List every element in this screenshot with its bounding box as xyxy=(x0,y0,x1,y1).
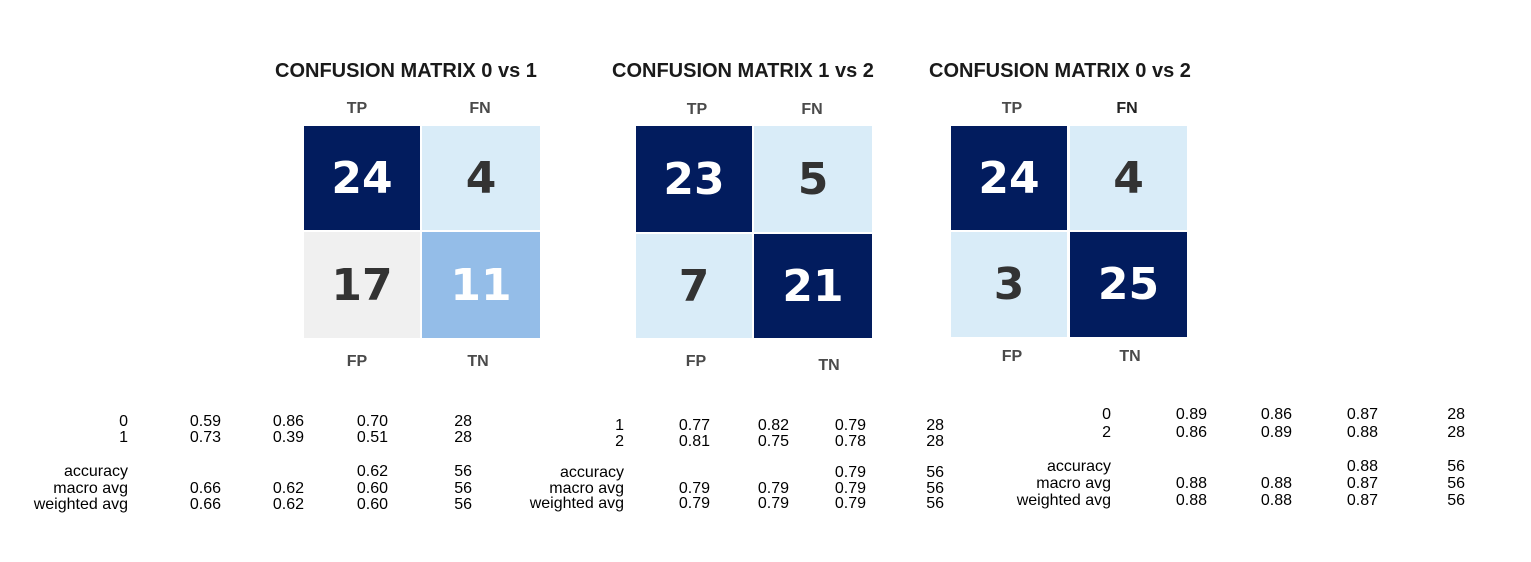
matrix-1-cell-tp: 24 xyxy=(304,126,420,230)
matrix-2-cell-tn: 21 xyxy=(754,234,872,338)
report-1-summary-1-recall: 0.62 xyxy=(272,480,304,497)
report-1-summary-1-f1: 0.60 xyxy=(356,480,388,497)
report-3-rows-0-support: 28 xyxy=(1447,406,1465,423)
report-1-rows-1-recall: 0.39 xyxy=(272,429,304,446)
report-3-rows-0-label: 0 xyxy=(1102,406,1111,423)
report-2-rows-0-f1: 0.79 xyxy=(834,417,866,434)
report-3-rows-1-precision: 0.86 xyxy=(1175,424,1207,441)
report-3-rows-1-f1: 0.88 xyxy=(1346,424,1378,441)
matrix-2-fn-label: FN xyxy=(801,101,823,118)
report-1-rows-1-support: 28 xyxy=(454,429,472,446)
report-3-rows-0-f1: 0.87 xyxy=(1346,406,1378,423)
report-3-summary-2-support: 56 xyxy=(1447,492,1465,509)
matrix-1-tn-label: TN xyxy=(467,353,489,370)
report-1-rows-0-label: 0 xyxy=(119,413,128,430)
report-1-summary-2-precision: 0.66 xyxy=(189,496,221,513)
matrix-3-tp-label: TP xyxy=(1001,100,1023,117)
report-1-summary-0-f1: 0.62 xyxy=(356,463,388,480)
report-2-summary-0-label: accuracy xyxy=(559,464,624,481)
report-2-summary-1-label: macro avg xyxy=(549,480,624,497)
matrix-1-fp-label: FP xyxy=(346,353,368,370)
report-2-summary-0-f1: 0.79 xyxy=(834,464,866,481)
matrix-3-title: CONFUSION MATRIX 0 vs 2 xyxy=(929,60,1191,82)
report-3-summary-1-recall: 0.88 xyxy=(1260,475,1292,492)
matrix-1-title: CONFUSION MATRIX 0 vs 1 xyxy=(275,60,537,82)
report-3-summary-1-support: 56 xyxy=(1447,475,1465,492)
report-1-rows-0-recall: 0.86 xyxy=(272,413,304,430)
matrix-3-cell-tn: 25 xyxy=(1070,232,1187,337)
report-2-rows-0-label: 1 xyxy=(615,417,624,434)
matrix-2-fp-label: FP xyxy=(685,353,707,370)
report-3-summary-1-f1: 0.87 xyxy=(1346,475,1378,492)
report-3-rows-1-label: 2 xyxy=(1102,424,1111,441)
report-3-summary-2-recall: 0.88 xyxy=(1260,492,1292,509)
report-1-summary-2-label: weighted avg xyxy=(33,496,128,513)
report-2-rows-1-label: 2 xyxy=(615,433,624,450)
report-2-rows-1-recall: 0.75 xyxy=(757,433,789,450)
report-2-rows-1-support: 28 xyxy=(926,433,944,450)
report-2-rows-1-precision: 0.81 xyxy=(678,433,710,450)
report-2-rows-0-recall: 0.82 xyxy=(757,417,789,434)
report-3-summary-2-f1: 0.87 xyxy=(1346,492,1378,509)
report-1-rows-0-support: 28 xyxy=(454,413,472,430)
report-1-summary-0-label: accuracy xyxy=(63,463,128,480)
matrix-3-tn-label: TN xyxy=(1119,348,1141,365)
report-2-summary-2-f1: 0.79 xyxy=(834,495,866,512)
matrix-2-cell-tp: 23 xyxy=(636,126,752,232)
matrix-1-cell-fn: 4 xyxy=(422,126,540,230)
report-1-rows-1-f1: 0.51 xyxy=(356,429,388,446)
matrix-3-cell-fn: 4 xyxy=(1070,126,1187,230)
report-1-rows-0-precision: 0.59 xyxy=(189,413,221,430)
matrix-2-cell-fn: 5 xyxy=(754,126,872,232)
report-2-summary-2-recall: 0.79 xyxy=(757,495,789,512)
report-3-summary-1-precision: 0.88 xyxy=(1175,475,1207,492)
report-3-summary-2-label: weighted avg xyxy=(1016,492,1111,509)
report-3-summary-0-support: 56 xyxy=(1447,458,1465,475)
report-3-rows-0-recall: 0.86 xyxy=(1260,406,1292,423)
report-2-rows-1-f1: 0.78 xyxy=(834,433,866,450)
matrix-1-cell-tn: 11 xyxy=(422,232,540,338)
matrix-2-cell-fp: 7 xyxy=(636,234,752,338)
report-1-rows-0-f1: 0.70 xyxy=(356,413,388,430)
report-3-summary-0-label: accuracy xyxy=(1046,458,1111,475)
matrix-3-fp-label: FP xyxy=(1001,348,1023,365)
report-2-rows-0-support: 28 xyxy=(926,417,944,434)
report-2-rows-0-precision: 0.77 xyxy=(678,417,710,434)
report-1-summary-1-label: macro avg xyxy=(53,480,128,497)
report-3-rows-1-recall: 0.89 xyxy=(1260,424,1292,441)
report-1-summary-1-precision: 0.66 xyxy=(189,480,221,497)
matrix-2-title: CONFUSION MATRIX 1 vs 2 xyxy=(612,60,874,82)
report-1-summary-2-f1: 0.60 xyxy=(356,496,388,513)
report-3-summary-0-f1: 0.88 xyxy=(1346,458,1378,475)
matrix-1-fn-label: FN xyxy=(469,100,491,117)
matrix-2-tp-label: TP xyxy=(686,101,708,118)
report-1-summary-1-support: 56 xyxy=(454,480,472,497)
matrix-3-cell-tp: 24 xyxy=(951,126,1067,230)
report-2-summary-1-precision: 0.79 xyxy=(678,480,710,497)
report-1-summary-2-support: 56 xyxy=(454,496,472,513)
matrix-2-tn-label: TN xyxy=(818,357,840,374)
report-2-summary-1-support: 56 xyxy=(926,480,944,497)
report-2-summary-2-precision: 0.79 xyxy=(678,495,710,512)
report-1-summary-2-recall: 0.62 xyxy=(272,496,304,513)
matrix-1-tp-label: TP xyxy=(346,100,368,117)
matrix-3-fn-label: FN xyxy=(1116,100,1138,117)
report-3-rows-0-precision: 0.89 xyxy=(1175,406,1207,423)
report-1-rows-1-label: 1 xyxy=(119,429,128,446)
report-1-rows-1-precision: 0.73 xyxy=(189,429,221,446)
report-2-summary-1-recall: 0.79 xyxy=(757,480,789,497)
report-2-summary-2-label: weighted avg xyxy=(529,495,624,512)
report-2-summary-2-support: 56 xyxy=(926,495,944,512)
report-3-rows-1-support: 28 xyxy=(1447,424,1465,441)
matrix-3-cell-fp: 3 xyxy=(951,232,1067,337)
report-1-summary-0-support: 56 xyxy=(454,463,472,480)
report-3-summary-1-label: macro avg xyxy=(1036,475,1111,492)
report-2-summary-0-support: 56 xyxy=(926,464,944,481)
report-3-summary-2-precision: 0.88 xyxy=(1175,492,1207,509)
matrix-1-cell-fp: 17 xyxy=(304,232,420,338)
report-2-summary-1-f1: 0.79 xyxy=(834,480,866,497)
